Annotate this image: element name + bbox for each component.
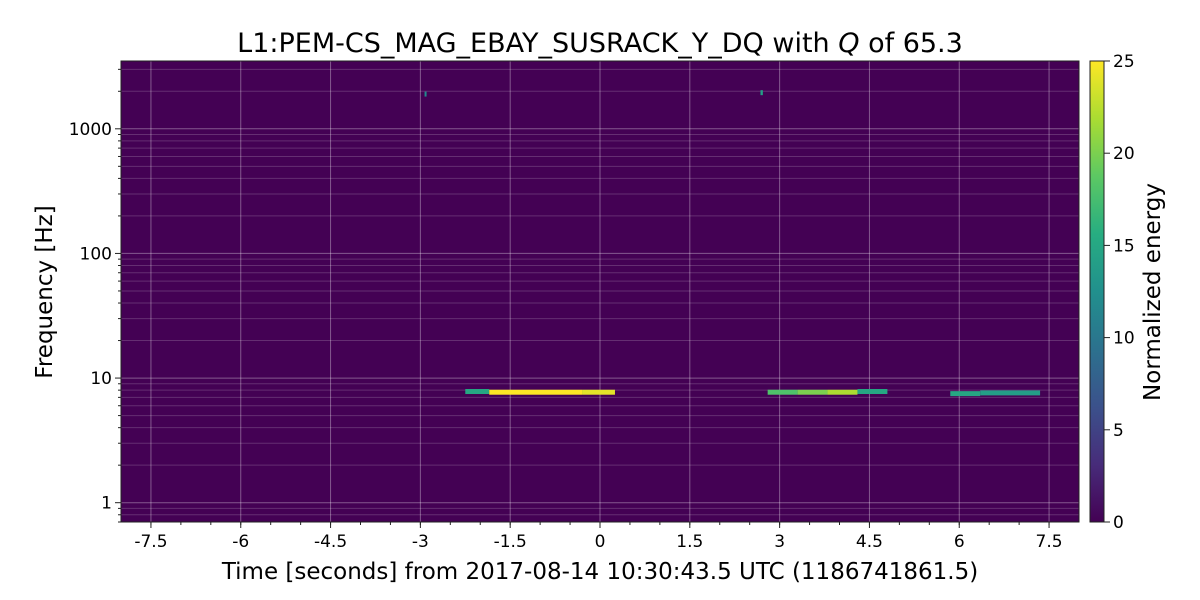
chart-title: L1:PEM-CS_MAG_EBAY_SUSRACK_Y_DQ with Q o… <box>237 28 963 59</box>
x-tick-label: -7.5 <box>134 532 167 552</box>
chart-title-prefix: L1:PEM-CS_MAG_EBAY_SUSRACK_Y_DQ with <box>237 28 838 59</box>
x-tick-label: 4.5 <box>856 532 883 552</box>
energy-tile <box>767 389 798 395</box>
colorbar-tick-label: 25 <box>1113 52 1135 72</box>
colorbar-tick-label: 5 <box>1113 421 1124 441</box>
x-tick-label: 0 <box>595 532 606 552</box>
x-axis-ticks: -7.5 -6 -4.5 -3 -1.5 0 1.5 3 4.5 6 7.5 <box>134 522 1063 552</box>
y-tick-label: 1000 <box>69 120 112 140</box>
x-tick-label: 6 <box>954 532 965 552</box>
energy-tile <box>582 389 615 395</box>
colorbar-ticks: 0 5 10 15 20 25 <box>1104 52 1135 533</box>
energy-tile <box>424 91 427 97</box>
y-tick-label: 1 <box>101 494 112 514</box>
x-tick-label: 1.5 <box>676 532 703 552</box>
y-axis-ticks: 1 10 100 1000 <box>69 68 121 523</box>
x-tick-label: -1.5 <box>494 532 527 552</box>
colorbar-tick-label: 10 <box>1113 329 1135 349</box>
plot-area <box>121 61 1079 522</box>
x-tick-label: -6 <box>232 532 249 552</box>
energy-tile <box>465 389 490 395</box>
colorbar-tick-label: 20 <box>1113 144 1135 164</box>
energy-tile <box>760 90 763 96</box>
y-axis-label: Frequency [Hz] <box>32 205 58 378</box>
energy-tile <box>980 390 1041 396</box>
x-tick-label: -4.5 <box>314 532 347 552</box>
y-tick-label: 10 <box>90 369 112 389</box>
x-tick-label: 7.5 <box>1036 532 1063 552</box>
x-axis-label: Time [seconds] from 2017-08-14 10:30:43.… <box>221 559 978 585</box>
x-tick-label: 3 <box>774 532 785 552</box>
energy-tile <box>489 389 583 395</box>
chart-title-suffix: of 65.3 <box>860 28 963 59</box>
colorbar <box>1089 60 1105 523</box>
chart-title-q-symbol: Q <box>838 28 859 59</box>
colorbar-label: Normalized energy <box>1140 183 1166 401</box>
x-tick-label: -3 <box>412 532 429 552</box>
energy-tiles <box>424 90 1041 397</box>
colorbar-tick-label: 15 <box>1113 236 1135 256</box>
energy-tile <box>950 391 981 397</box>
colorbar-tick-label: 0 <box>1113 513 1124 533</box>
energy-tile <box>827 389 858 395</box>
y-tick-label: 100 <box>80 244 112 264</box>
energy-tile <box>857 389 888 395</box>
energy-tile <box>797 389 828 395</box>
